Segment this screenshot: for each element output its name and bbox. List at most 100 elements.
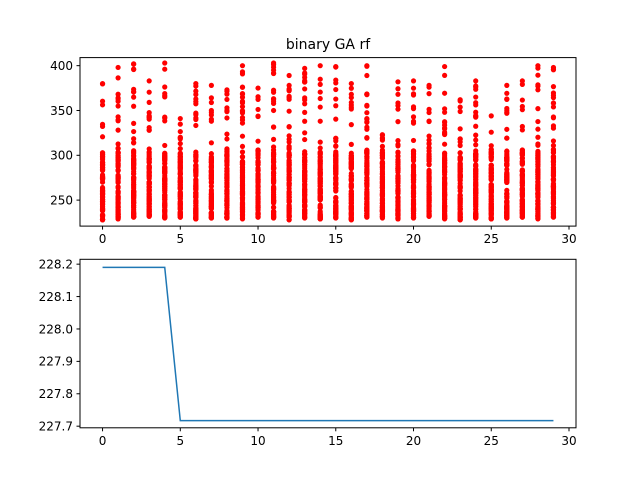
scatter-point	[286, 139, 292, 145]
scatter-point	[410, 211, 417, 217]
y-tick-label: 227.8	[39, 387, 73, 401]
scatter-point	[255, 191, 261, 197]
scatter-point	[286, 133, 292, 139]
scatter-point	[286, 162, 292, 168]
scatter-point	[224, 177, 230, 183]
scatter-point	[317, 208, 323, 215]
scatter-point	[457, 142, 463, 149]
scatter-point	[519, 180, 525, 186]
scatter-point	[395, 91, 401, 97]
y-tick-label: 228.0	[39, 322, 73, 336]
scatter-point	[286, 205, 292, 211]
scatter-point	[348, 203, 354, 209]
scatter-point	[426, 91, 432, 97]
scatter-point	[442, 161, 448, 167]
x-tick-label: 30	[561, 434, 576, 448]
scatter-point	[224, 181, 230, 187]
scatter-point	[286, 108, 292, 114]
scatter-point	[302, 74, 308, 81]
scatter-point	[426, 169, 432, 176]
scatter-point	[193, 115, 199, 121]
scatter-point	[519, 187, 525, 193]
scatter-point	[442, 176, 448, 183]
scatter-point	[488, 113, 494, 119]
scatter-point	[535, 72, 541, 78]
scatter-point	[177, 193, 183, 199]
scatter-point	[146, 159, 152, 166]
scatter-point	[317, 215, 323, 222]
scatter-point	[379, 151, 386, 157]
scatter-point	[426, 133, 432, 139]
scatter-point	[364, 167, 370, 173]
scatter-point	[473, 172, 479, 178]
y-tick-label: 400	[50, 59, 73, 73]
scatter-point	[224, 165, 230, 172]
scatter-point	[162, 142, 168, 149]
scatter-point	[426, 140, 432, 146]
scatter-point	[535, 126, 541, 132]
scatter-point	[177, 175, 183, 182]
scatter-point	[457, 193, 463, 199]
scatter-point	[224, 109, 230, 115]
scatter-point	[333, 143, 339, 149]
scatter-point	[255, 159, 261, 165]
scatter-point	[302, 208, 308, 214]
scatter-point	[333, 166, 339, 172]
scatter-point	[395, 211, 401, 217]
scatter-point	[146, 189, 152, 195]
scatter-point	[270, 156, 277, 162]
scatter-point	[550, 138, 557, 144]
scatter-point	[270, 136, 277, 142]
scatter-point	[302, 118, 308, 124]
scatter-point	[457, 212, 463, 218]
series-line	[102, 266, 554, 422]
scatter-point	[317, 180, 323, 187]
x-tick-label: 20	[406, 232, 421, 246]
scatter-point	[286, 195, 292, 201]
scatter-point	[146, 181, 152, 187]
scatter-point	[177, 202, 183, 208]
scatter-point	[286, 151, 292, 158]
scatter-point	[333, 135, 339, 141]
scatter-point	[131, 66, 137, 72]
scatter-point	[239, 133, 246, 139]
scatter-point	[146, 174, 152, 181]
scatter-point	[286, 209, 292, 215]
scatter-point	[504, 96, 510, 102]
scatter-point	[457, 126, 463, 132]
scatter-point	[239, 91, 246, 97]
scatter-point	[239, 154, 246, 160]
scatter-point	[224, 131, 230, 137]
scatter-points	[99, 60, 557, 223]
scatter-point	[177, 146, 183, 152]
scatter-point	[410, 91, 417, 97]
scatter-point	[131, 120, 137, 126]
scatter-point	[333, 181, 339, 187]
scatter-point	[115, 174, 121, 180]
scatter-point	[348, 211, 354, 217]
scatter-point	[115, 179, 121, 186]
scatter-point	[348, 85, 354, 91]
scatter-point	[193, 83, 199, 89]
scatter-point	[488, 129, 494, 135]
scatter-point	[348, 99, 354, 106]
scatter-point	[115, 168, 121, 174]
scatter-point	[364, 183, 370, 190]
scatter-point	[379, 137, 386, 143]
scatter-point	[131, 61, 137, 67]
y-tick-label: 250	[50, 193, 73, 207]
scatter-point	[193, 91, 199, 98]
scatter-point	[333, 171, 339, 178]
scatter-point	[426, 213, 432, 219]
scatter-point	[364, 175, 370, 181]
scatter-point	[208, 169, 214, 175]
scatter-point	[395, 159, 401, 165]
scatter-point	[348, 80, 354, 87]
scatter-point	[457, 206, 463, 212]
y-axis-ticks: 250 300 350 400	[50, 59, 80, 207]
scatter-point	[115, 103, 121, 109]
scatter-point	[519, 192, 525, 199]
x-tick-label: 0	[99, 232, 107, 246]
scatter-point	[348, 152, 354, 159]
scatter-point	[208, 205, 214, 211]
